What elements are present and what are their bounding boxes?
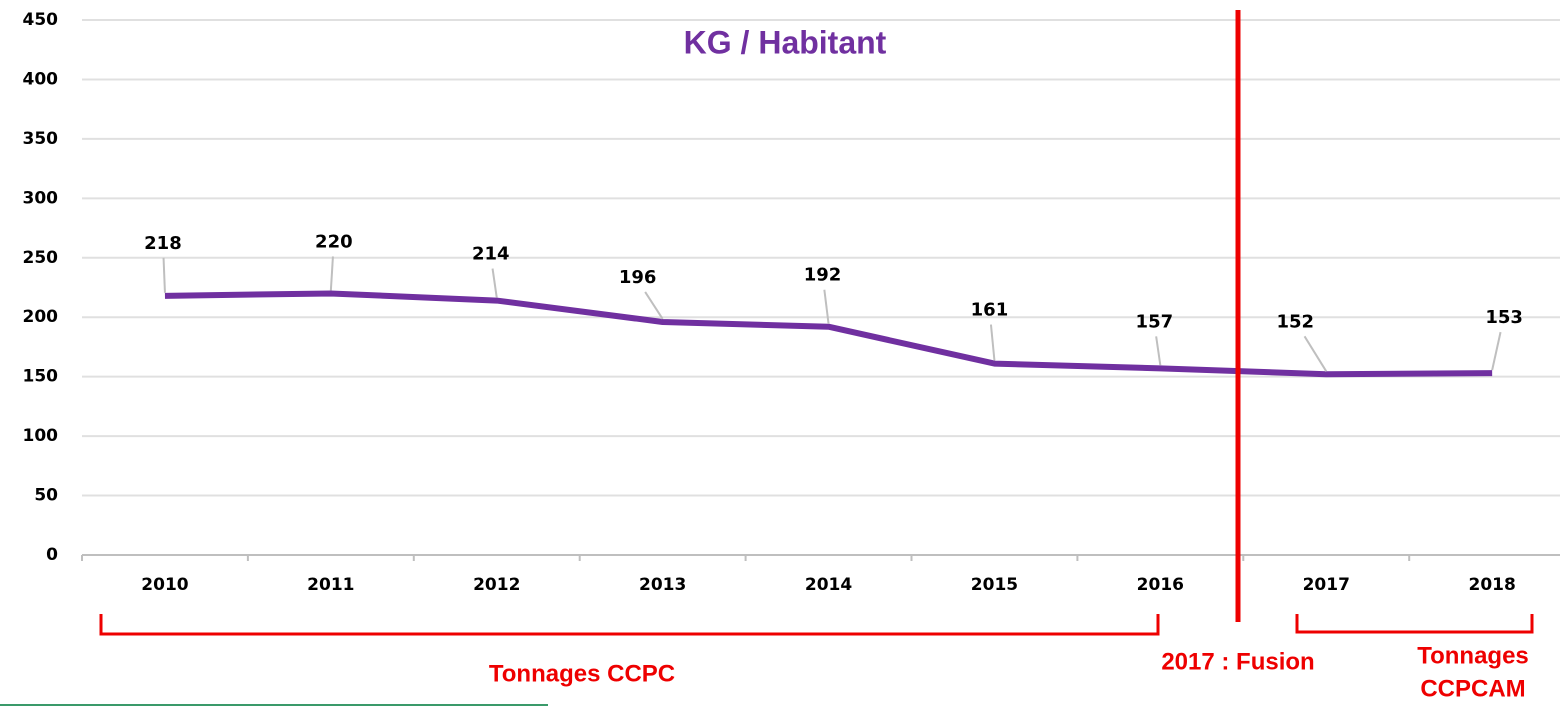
x-tick-label: 2011	[307, 575, 354, 595]
y-tick-label: 250	[23, 248, 59, 268]
data-label: 220	[315, 231, 353, 252]
y-tick-label: 50	[34, 486, 58, 506]
x-tick-label: 2012	[473, 575, 520, 595]
leader-line	[644, 291, 664, 320]
data-label: 218	[144, 233, 182, 254]
annotation: 2017 : Fusion	[1161, 648, 1314, 675]
y-tick-label: 200	[23, 307, 59, 327]
x-tick-label: 2016	[1137, 575, 1184, 595]
data-label: 161	[971, 300, 1009, 321]
data-label: 214	[472, 244, 510, 265]
line-series	[164, 290, 1493, 378]
y-tick-label: 400	[23, 69, 59, 89]
annotation: Tonnages	[1417, 642, 1529, 669]
leader-line	[989, 324, 996, 361]
leader-line	[823, 289, 830, 324]
leader-line	[1155, 336, 1162, 366]
bracket	[1295, 614, 1534, 634]
x-tick-label: 2017	[1303, 575, 1350, 595]
annotation: CCPCAM	[1420, 675, 1525, 702]
bracket	[99, 614, 1160, 636]
x-tick-label: 2010	[141, 575, 188, 595]
y-tick-label: 0	[46, 545, 58, 565]
data-label: 153	[1485, 307, 1523, 328]
data-label: 157	[1136, 311, 1174, 332]
chart-title: KG / Habitant	[684, 24, 887, 60]
leader-line	[162, 257, 166, 293]
x-tick-label: 2018	[1468, 575, 1515, 595]
x-tick-label: 2013	[639, 575, 686, 595]
leader-line	[491, 268, 498, 298]
leader-line	[329, 256, 334, 291]
y-tick-label: 100	[23, 426, 59, 446]
y-tick-label: 350	[23, 129, 59, 149]
y-tick-label: 300	[23, 188, 59, 208]
data-label: 152	[1276, 311, 1314, 332]
annotation: Tonnages CCPC	[489, 660, 675, 687]
x-tick-label: 2014	[805, 575, 852, 595]
leader-line	[1303, 335, 1328, 372]
leader-line	[1491, 331, 1502, 371]
y-tick-label: 150	[23, 367, 59, 387]
data-label: 192	[804, 265, 842, 286]
y-tick-label: 450	[23, 10, 59, 30]
x-tick-label: 2015	[971, 575, 1018, 595]
data-label: 196	[619, 267, 657, 288]
